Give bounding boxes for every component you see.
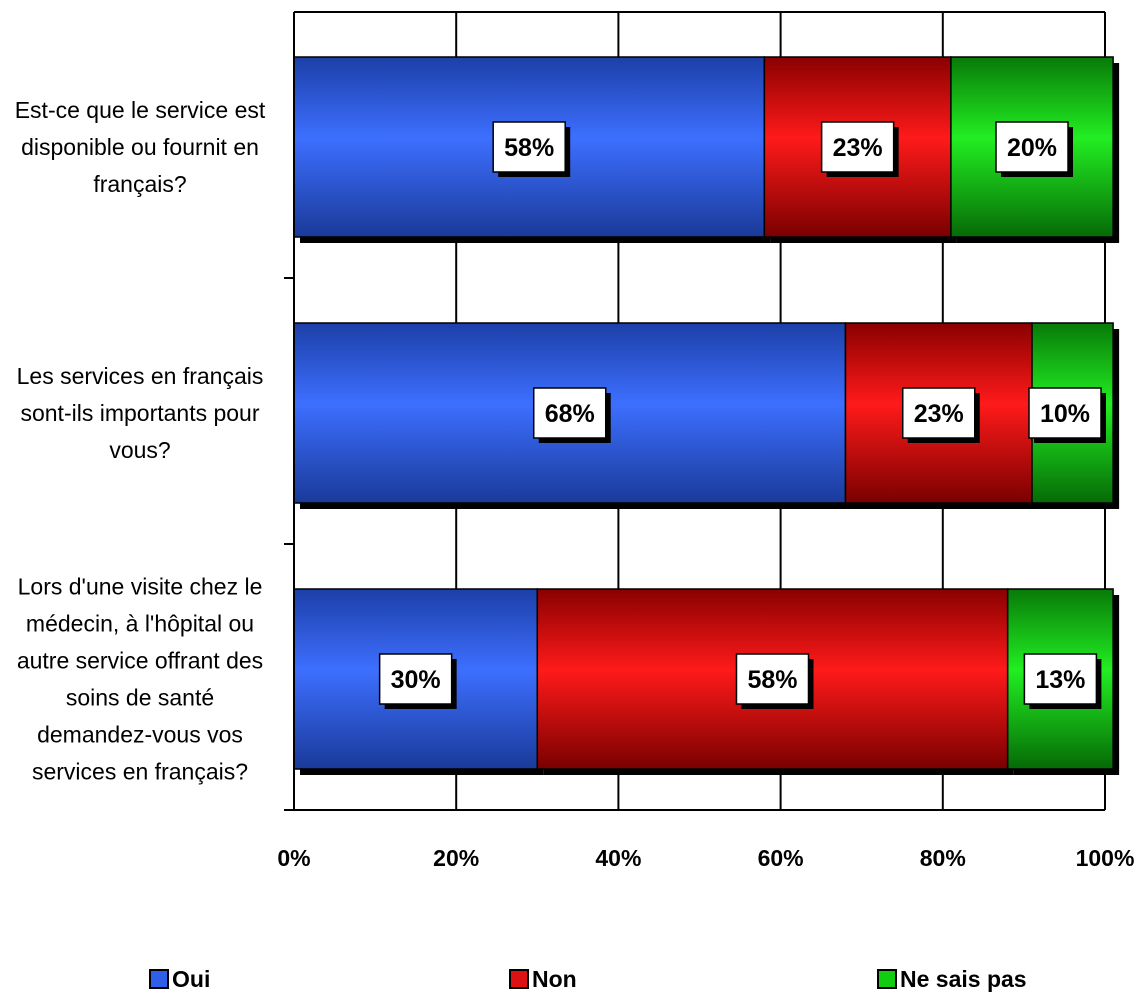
data-label-box bbox=[532, 387, 607, 439]
data-label-box bbox=[492, 121, 566, 173]
legend: Oui Non Ne sais pas bbox=[149, 966, 1027, 992]
data-label: 58% bbox=[747, 666, 797, 694]
category-label: Est-ce que le service est disponible ou f… bbox=[15, 97, 266, 197]
legend-swatch-oui bbox=[149, 969, 169, 989]
x-tick-labels: 0% 20% 40% 60% 80% 100% bbox=[277, 845, 1134, 871]
data-label: 23% bbox=[914, 400, 964, 428]
x-tick-label: 0% bbox=[277, 845, 310, 871]
data-label: 23% bbox=[833, 134, 883, 162]
data-label-box bbox=[995, 121, 1069, 173]
data-label-box bbox=[1023, 653, 1098, 705]
data-label-box bbox=[378, 653, 453, 705]
x-tick-label: 20% bbox=[433, 845, 479, 871]
legend-label: Oui bbox=[172, 966, 210, 992]
legend-label: Non bbox=[532, 966, 577, 992]
legend-swatch-ne-sais-pas bbox=[877, 969, 897, 989]
data-label: 10% bbox=[1040, 400, 1090, 428]
x-tick-label: 80% bbox=[920, 845, 966, 871]
data-labels: 58% 23% 20% 68% 23% 10% 30% 58% 13% bbox=[378, 121, 1106, 709]
data-label-box bbox=[820, 121, 895, 173]
data-label: 58% bbox=[504, 134, 554, 162]
data-label: 20% bbox=[1007, 134, 1057, 162]
data-label: 13% bbox=[1035, 666, 1085, 694]
legend-swatch-non bbox=[509, 969, 529, 989]
x-tick-label: 100% bbox=[1076, 845, 1135, 871]
x-tick-label: 60% bbox=[758, 845, 804, 871]
data-label: 30% bbox=[391, 666, 441, 694]
x-tick-label: 40% bbox=[595, 845, 641, 871]
axes bbox=[284, 12, 1105, 811]
legend-label: Ne sais pas bbox=[900, 966, 1027, 992]
data-label-box bbox=[735, 653, 810, 705]
category-label: Les services en français sont-ils importa… bbox=[17, 363, 264, 463]
data-label: 68% bbox=[545, 400, 595, 428]
data-label-box bbox=[1028, 387, 1102, 439]
category-label: Lors d'une visite chez le médecin, à l'hô… bbox=[17, 574, 263, 785]
category-labels: Est-ce que le service est disponible ou f… bbox=[15, 97, 266, 785]
data-label-box bbox=[901, 387, 976, 439]
